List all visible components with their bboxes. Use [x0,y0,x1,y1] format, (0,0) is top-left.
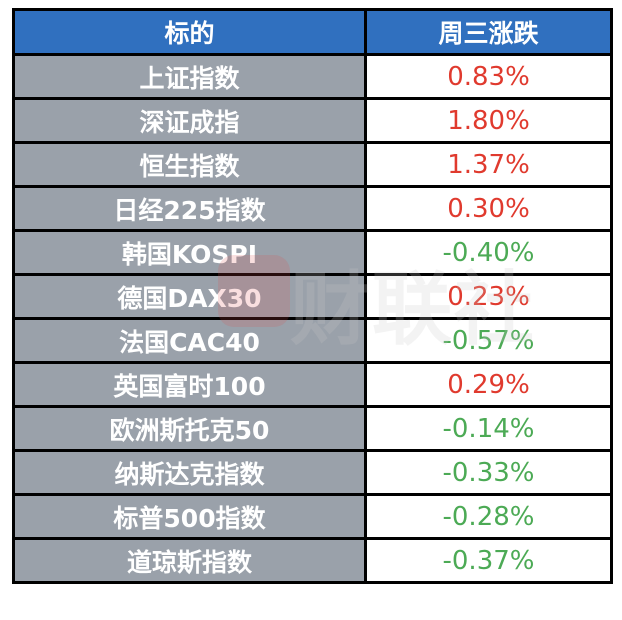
header-target: 标的 [12,8,367,56]
index-change: 0.83% [364,53,613,100]
index-name: 纳斯达克指数 [12,449,367,496]
header-wednesday-change: 周三涨跌 [364,8,613,56]
index-change: -0.40% [364,229,613,276]
table-row: 道琼斯指数 -0.37% [12,537,613,584]
index-name: 深证成指 [12,97,367,144]
header-row: 标的 周三涨跌 [12,8,613,56]
index-name: 上证指数 [12,53,367,100]
table-row: 纳斯达克指数 -0.33% [12,449,613,496]
index-change: -0.14% [364,405,613,452]
index-change: -0.57% [364,317,613,364]
index-change: -0.33% [364,449,613,496]
table-row: 欧洲斯托克50 -0.14% [12,405,613,452]
index-name: 法国CAC40 [12,317,367,364]
index-name: 德国DAX30 [12,273,367,320]
index-change: 0.23% [364,273,613,320]
table-row: 日经225指数 0.30% [12,185,613,232]
index-name: 恒生指数 [12,141,367,188]
index-name: 标普500指数 [12,493,367,540]
table-row: 标普500指数 -0.28% [12,493,613,540]
table-row: 法国CAC40 -0.57% [12,317,613,364]
index-name: 英国富时100 [12,361,367,408]
index-name: 欧洲斯托克50 [12,405,367,452]
index-change: -0.28% [364,493,613,540]
table-row: 上证指数 0.83% [12,53,613,100]
index-change-table: 标的 周三涨跌 上证指数 0.83% 深证成指 1.80% 恒生指数 1.37% 日经225… [12,8,613,584]
index-change: 0.29% [364,361,613,408]
table-row: 韩国KOSPI -0.40% [12,229,613,276]
index-name: 日经225指数 [12,185,367,232]
table-row: 深证成指 1.80% [12,97,613,144]
index-change: 0.30% [364,185,613,232]
index-change: 1.80% [364,97,613,144]
index-name: 韩国KOSPI [12,229,367,276]
index-name: 道琼斯指数 [12,537,367,584]
table-row: 德国DAX30 0.23% [12,273,613,320]
index-change: -0.37% [364,537,613,584]
table-row: 英国富时100 0.29% [12,361,613,408]
table-row: 恒生指数 1.37% [12,141,613,188]
index-change: 1.37% [364,141,613,188]
